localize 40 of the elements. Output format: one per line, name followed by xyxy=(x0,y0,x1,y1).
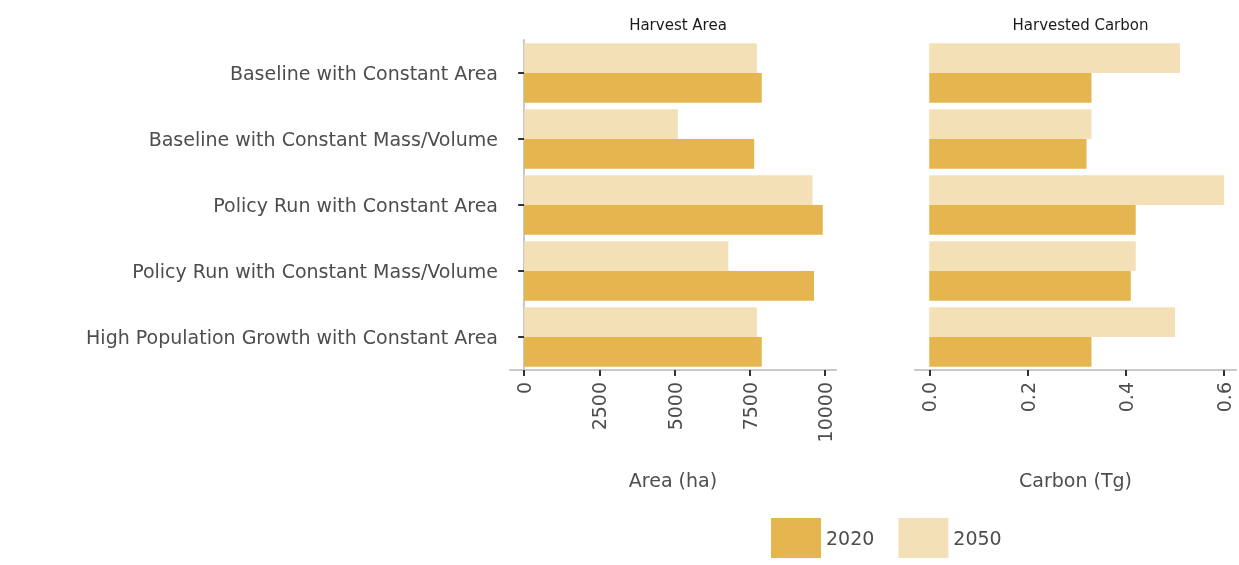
y-tick-label: Policy Run with Constant Mass/Volume xyxy=(132,260,498,282)
bar xyxy=(524,271,815,301)
bar xyxy=(524,139,755,169)
y-tick-label: Policy Run with Constant Area xyxy=(213,194,498,216)
bar xyxy=(929,337,1092,367)
y-tick-label: Baseline with Constant Mass/Volume xyxy=(148,128,498,150)
x-tick-label: 5000 xyxy=(663,382,686,431)
bar xyxy=(524,109,678,139)
bar xyxy=(929,139,1087,169)
bar xyxy=(929,205,1136,235)
bar xyxy=(929,109,1092,139)
bar xyxy=(929,73,1092,103)
bar xyxy=(524,73,762,103)
x-tick-label: 7500 xyxy=(738,382,761,431)
x-axis-title: Carbon (Tg) xyxy=(1019,468,1132,491)
bar xyxy=(929,43,1180,73)
x-axis-title: Area (ha) xyxy=(628,468,718,491)
x-tick-label: 0.2 xyxy=(1016,382,1039,413)
y-tick-label: High Population Growth with Constant Area xyxy=(86,326,498,348)
x-tick-label: 0 xyxy=(513,382,536,395)
bar xyxy=(929,175,1225,205)
x-tick-label: 10000 xyxy=(813,382,836,443)
legend-label: 2020 xyxy=(826,527,875,549)
x-tick-label: 2500 xyxy=(588,382,611,431)
x-tick-label: 0.0 xyxy=(918,382,941,413)
bar xyxy=(929,271,1131,301)
bar xyxy=(524,205,823,235)
bar xyxy=(929,241,1136,271)
bar xyxy=(524,43,757,73)
chart-title: Harvested Carbon xyxy=(1012,15,1149,34)
bar xyxy=(524,175,813,205)
bar xyxy=(524,241,729,271)
y-tick-label: Baseline with Constant Area xyxy=(229,62,498,84)
chart-title: Harvest Area xyxy=(629,15,727,34)
bar xyxy=(524,337,762,367)
x-tick-label: 0.6 xyxy=(1213,382,1236,413)
legend-label: 2050 xyxy=(953,527,1002,549)
bar xyxy=(929,307,1176,337)
bar xyxy=(524,307,757,337)
x-tick-label: 0.4 xyxy=(1114,382,1137,413)
